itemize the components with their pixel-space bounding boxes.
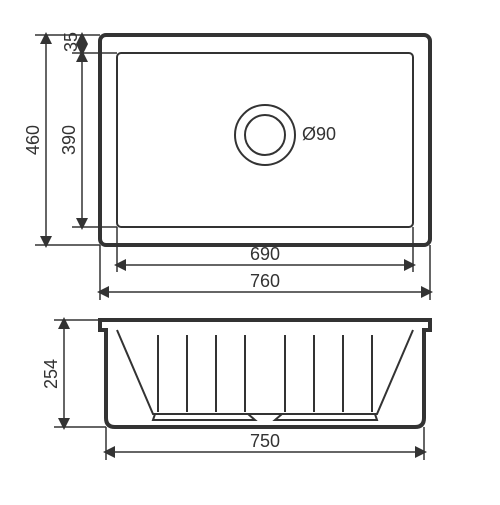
top-view: Ø90	[100, 35, 430, 245]
sink-inner	[117, 53, 413, 227]
dim-35-label: 35	[61, 32, 81, 52]
dim-460: 460	[23, 35, 46, 245]
dim-35: 35	[61, 32, 82, 53]
dim-750: 750	[106, 431, 424, 452]
tub-inner	[117, 330, 413, 414]
dim-760-label: 760	[250, 271, 280, 291]
dim-390-label: 390	[59, 125, 79, 155]
sink-outer	[100, 35, 430, 245]
dim-254: 254	[41, 320, 64, 427]
base-left	[153, 414, 255, 420]
dim-460-label: 460	[23, 125, 43, 155]
dim-760: 760	[100, 271, 430, 292]
ext-left-section	[54, 320, 106, 427]
dim-390: 390	[59, 53, 82, 227]
ribs	[158, 335, 372, 412]
tub-outer	[100, 320, 430, 427]
dim-750-label: 750	[250, 431, 280, 451]
dim-690: 690	[117, 244, 413, 265]
drain-dia-label: Ø90	[302, 124, 336, 144]
drain-inner	[245, 115, 285, 155]
base-right	[275, 414, 377, 420]
dim-690-label: 690	[250, 244, 280, 264]
dim-254-label: 254	[41, 359, 61, 389]
section-view	[100, 320, 430, 427]
